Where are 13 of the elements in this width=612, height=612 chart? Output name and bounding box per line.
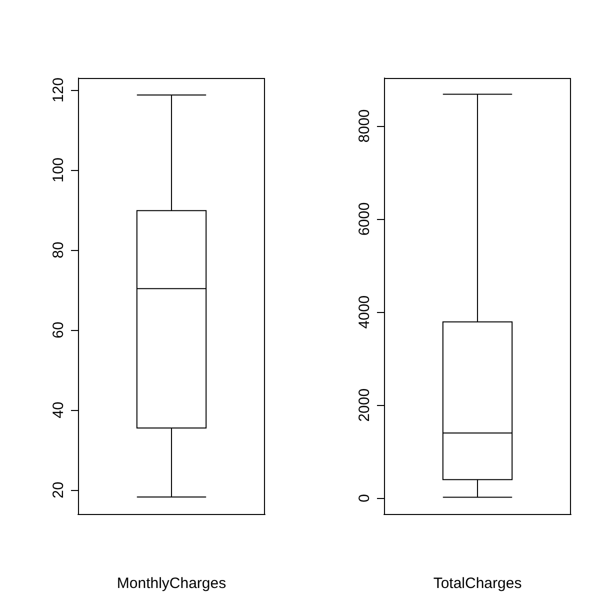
y-tick-label: 120	[50, 77, 67, 103]
y-tick-label: 100	[50, 157, 67, 183]
x-axis-title: TotalCharges	[433, 575, 522, 592]
x-axis-title: MonthlyCharges	[116, 575, 226, 592]
y-tick-label: 40	[50, 402, 67, 418]
y-tick-label: 2000	[356, 388, 373, 422]
y-tick-label: 0	[356, 494, 373, 502]
y-tick-label: 6000	[356, 202, 373, 236]
y-tick-label: 60	[50, 322, 67, 338]
y-tick-label: 20	[50, 482, 67, 498]
y-tick-label: 80	[50, 242, 67, 258]
y-tick-label: 8000	[356, 109, 373, 143]
y-tick-label: 4000	[356, 295, 373, 329]
